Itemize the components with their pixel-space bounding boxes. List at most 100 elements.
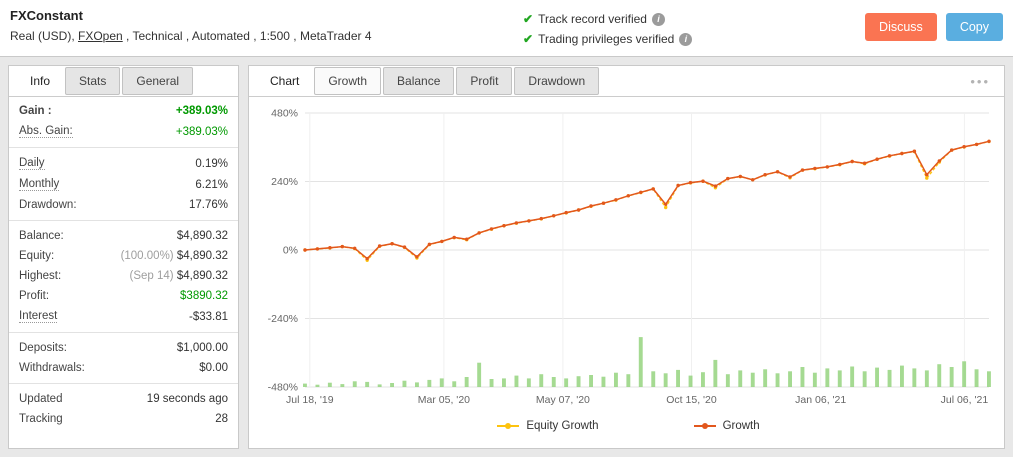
stat-label: Balance: <box>19 230 64 242</box>
tab-growth[interactable]: Growth <box>314 67 382 95</box>
stat-value: 19 seconds ago <box>146 393 228 405</box>
account-header: FXConstant Real (USD), FXOpen , Technica… <box>0 0 1013 57</box>
tab-drawdown[interactable]: Drawdown <box>514 67 600 95</box>
account-subtitle: Real (USD), FXOpen , Technical , Automat… <box>10 29 1013 43</box>
stat-value: (100.00%) $4,890.32 <box>121 250 228 262</box>
stat-row-profit: Profit: $3890.32 <box>9 286 238 306</box>
svg-text:240%: 240% <box>271 176 298 188</box>
copy-button[interactable]: Copy <box>945 13 1003 41</box>
stat-value-prefix: (Sep 14) <box>129 270 174 282</box>
stat-value-main: $4,890.32 <box>176 270 228 282</box>
growth-chart: 480% 240% 0% -240% -480%Jul 18, '19 Mar 05, '… <box>268 108 991 406</box>
stat-label: Drawdown: <box>19 199 77 211</box>
stat-row-deposits: Deposits: $1,000.00 <box>9 338 238 358</box>
legend-label: Equity Growth <box>526 420 599 432</box>
stat-row-updated: Updated 19 seconds ago <box>9 389 238 409</box>
stat-value: $1,000.00 <box>176 342 228 354</box>
stat-label: Gain : <box>19 105 52 117</box>
stat-label: Withdrawals: <box>19 362 85 374</box>
stat-value: 0.19% <box>195 157 228 170</box>
stat-value: -$33.81 <box>188 310 228 323</box>
stat-row-abs-gain: Abs. Gain: +389.03% <box>9 121 238 142</box>
stat-value: $3890.32 <box>180 290 228 302</box>
stat-value: 6.21% <box>195 178 228 191</box>
account-info: FXConstant Real (USD), FXOpen , Technica… <box>0 0 1013 43</box>
verification-block: Track record verified Trading privileges… <box>523 9 693 49</box>
check-icon <box>523 12 533 26</box>
tab-profit[interactable]: Profit <box>456 67 513 95</box>
track-record-verified: Track record verified <box>523 9 692 29</box>
chart-area: 480% 240% 0% -240% -480% Jul 18, '19 Mar 05, '… <box>249 97 1004 432</box>
stat-value-main: $4,890.32 <box>176 250 228 262</box>
stats-panel: Info Stats General Gain : +389.03% Abs. … <box>8 65 239 449</box>
divider <box>9 220 238 221</box>
stat-value: $0.00 <box>199 362 228 374</box>
tab-general[interactable]: General <box>122 67 194 95</box>
svg-text:Mar 05, '20: Mar 05, '20 <box>418 394 470 406</box>
svg-text:Jul 18, '19: Jul 18, '19 <box>286 394 334 406</box>
legend-label: Growth <box>722 420 760 432</box>
broker-link[interactable]: FXOpen <box>78 29 123 43</box>
svg-text:-240%: -240% <box>268 313 298 325</box>
divider <box>9 147 238 148</box>
track-record-verified-label: Track record verified <box>538 12 647 26</box>
svg-text:-480%: -480% <box>268 382 298 394</box>
stat-label: Daily <box>19 157 45 170</box>
chart-panel: Chart Growth Balance Profit Drawdown 480… <box>248 65 1005 449</box>
stat-value: 28 <box>215 413 228 425</box>
stat-label: Monthly <box>19 178 60 191</box>
stat-value: +389.03% <box>175 125 228 138</box>
stat-label: Interest <box>19 310 58 323</box>
header-actions: Discuss Copy <box>865 13 1003 41</box>
check-icon <box>523 32 533 46</box>
info-icon[interactable] <box>651 12 665 26</box>
legend-equity-growth[interactable]: Equity Growth <box>497 420 599 432</box>
equity-growth-marker-icon <box>497 422 520 430</box>
tab-balance[interactable]: Balance <box>383 67 455 95</box>
stat-label: Highest: <box>19 270 62 282</box>
subtitle-pre: Real (USD), <box>10 29 79 43</box>
trading-privileges-verified-label: Trading privileges verified <box>538 32 675 46</box>
stat-label: Tracking <box>19 413 63 425</box>
svg-text:Jul 06, '21: Jul 06, '21 <box>941 394 989 406</box>
discuss-button[interactable]: Discuss <box>865 13 937 41</box>
stat-value: $4,890.32 <box>176 230 228 242</box>
stat-row-tracking: Tracking 28 <box>9 409 238 429</box>
stat-row-daily: Daily 0.19% <box>9 153 238 174</box>
stat-value: 17.76% <box>188 199 228 211</box>
growth-marker-icon <box>693 422 716 430</box>
svg-text:0%: 0% <box>283 245 298 257</box>
stat-value-prefix: (100.00%) <box>120 250 174 262</box>
tab-chart[interactable]: Chart <box>257 68 313 94</box>
stat-value: (Sep 14) $4,890.32 <box>130 270 228 282</box>
info-icon[interactable] <box>679 32 693 46</box>
tab-stats[interactable]: Stats <box>65 67 121 95</box>
chart-tabbar: Chart Growth Balance Profit Drawdown <box>249 66 1004 97</box>
stat-label: Equity: <box>19 250 55 262</box>
stat-row-monthly: Monthly 6.21% <box>9 174 238 195</box>
legend-growth[interactable]: Growth <box>693 420 760 432</box>
tab-info[interactable]: Info <box>17 68 64 94</box>
svg-text:Jan 06, '21: Jan 06, '21 <box>795 394 846 406</box>
stat-row-drawdown: Drawdown: 17.76% <box>9 195 238 215</box>
stat-label: Updated <box>19 393 63 405</box>
stat-label: Abs. Gain: <box>19 125 73 138</box>
sidebar-tabbar: Info Stats General <box>9 66 238 97</box>
stat-value: +389.03% <box>175 105 228 117</box>
content-area: Info Stats General Gain : +389.03% Abs. … <box>0 57 1013 457</box>
stat-row-withdrawals: Withdrawals: $0.00 <box>9 358 238 378</box>
stat-row-gain: Gain : +389.03% <box>9 101 238 121</box>
subtitle-post: , Technical , Automated , 1:500 , MetaTr… <box>122 29 372 43</box>
svg-text:Oct 15, '20: Oct 15, '20 <box>666 394 717 406</box>
chart-legend: Equity Growth Growth <box>253 420 1004 432</box>
stat-row-balance: Balance: $4,890.32 <box>9 226 238 246</box>
stat-row-interest: Interest -$33.81 <box>9 306 238 327</box>
stat-label: Deposits: <box>19 342 67 354</box>
stat-row-highest: Highest: (Sep 14) $4,890.32 <box>9 266 238 286</box>
divider <box>9 383 238 384</box>
stat-row-equity: Equity: (100.00%) $4,890.32 <box>9 246 238 266</box>
chart-menu-icon[interactable] <box>970 74 1004 89</box>
divider <box>9 332 238 333</box>
trading-privileges-verified: Trading privileges verified <box>523 29 693 49</box>
svg-text:May 07, '20: May 07, '20 <box>536 394 590 406</box>
